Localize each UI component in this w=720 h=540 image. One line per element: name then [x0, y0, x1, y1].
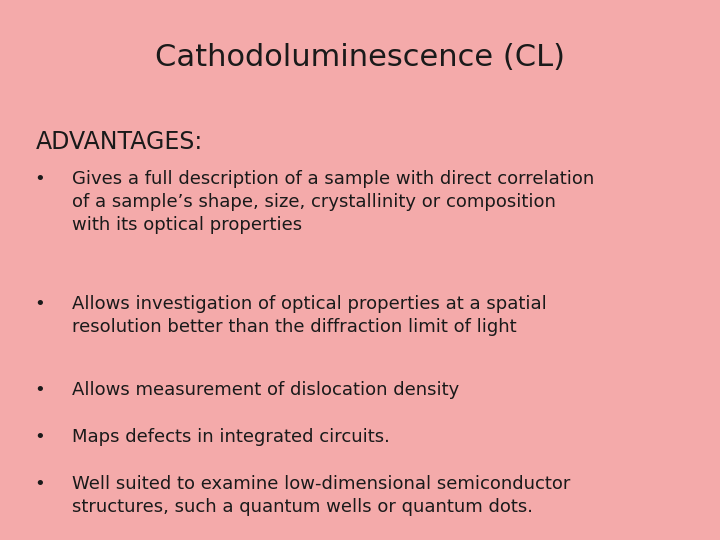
Text: ADVANTAGES:: ADVANTAGES: [36, 130, 203, 153]
Text: •: • [35, 428, 45, 445]
Text: •: • [35, 381, 45, 399]
Text: •: • [35, 475, 45, 492]
Text: Gives a full description of a sample with direct correlation
of a sample’s shape: Gives a full description of a sample wit… [72, 170, 594, 234]
Text: Maps defects in integrated circuits.: Maps defects in integrated circuits. [72, 428, 390, 445]
Text: Cathodoluminescence (CL): Cathodoluminescence (CL) [155, 43, 565, 72]
Text: Allows investigation of optical properties at a spatial
resolution better than t: Allows investigation of optical properti… [72, 295, 546, 336]
Text: Well suited to examine low-dimensional semiconductor
structures, such a quantum : Well suited to examine low-dimensional s… [72, 475, 570, 516]
Text: Allows measurement of dislocation density: Allows measurement of dislocation densit… [72, 381, 459, 399]
Text: •: • [35, 170, 45, 188]
Text: •: • [35, 295, 45, 313]
